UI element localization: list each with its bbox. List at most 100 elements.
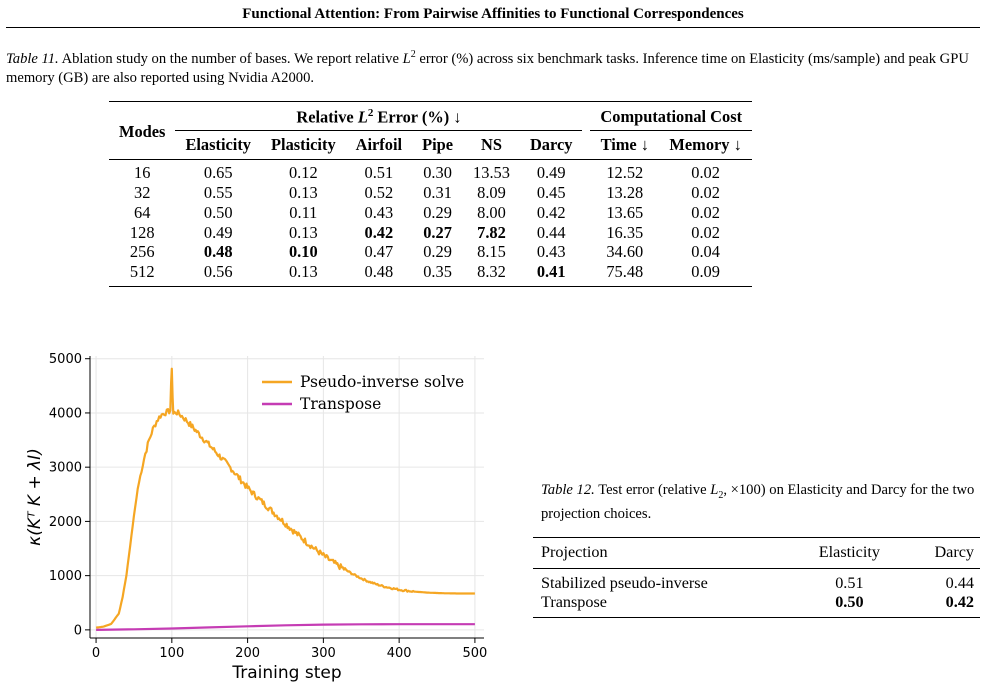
table-cell: 13.65 (606, 202, 644, 222)
x-tick-label: 100 (159, 646, 184, 661)
column-header: Darcy (529, 135, 573, 155)
table-cell: 0.29 (423, 242, 452, 262)
table-cell: 0.12 (261, 159, 346, 184)
modes-cell: 16 (109, 159, 176, 184)
modes-cell: 32 (134, 183, 151, 203)
table-row: 32 0.55 0.13 0.52 0.31 8.09 0.45 13.28 0.02 (109, 183, 752, 203)
darcy-value: 0.44 (945, 574, 974, 592)
table-cell: 0.55 (203, 183, 233, 203)
y-tick-label: 0 (74, 623, 82, 638)
running-head: Functional Attention: From Pairwise Affi… (242, 6, 744, 22)
y-tick-label: 4000 (49, 406, 82, 421)
table-cell: 8.09 (477, 183, 506, 203)
table-cell: 0.49 (519, 159, 583, 184)
table-row: 512 0.56 0.13 0.48 0.35 8.32 0.41 75.48 0.09 (109, 261, 753, 287)
table-cell: 0.50 (203, 202, 233, 222)
table11-caption-text-b: error (%) across six benchmark tasks. In… (6, 50, 969, 86)
table-row: 16 0.65 0.12 0.51 0.30 13.53 0.49 12.52 0.02 (109, 159, 753, 184)
modes-cell: 512 (109, 261, 176, 287)
table-cell: 13.53 (463, 159, 520, 184)
table11-caption-math: L (402, 50, 411, 67)
modes-cell: 256 (129, 242, 155, 262)
header-elasticity: Elasticity (794, 537, 903, 569)
table-cell: 0.11 (289, 202, 318, 222)
ablation-table: Modes Relative L2 Error (%) ↓ Computatio… (109, 100, 753, 287)
table-cell: 0.43 (536, 242, 566, 262)
table-cell: 0.49 (203, 222, 233, 242)
modes-header: Modes (109, 100, 176, 160)
table-cell: 16.35 (606, 222, 644, 242)
table-cell: 0.02 (659, 159, 753, 184)
projection-table: Projection Elasticity Darcy Stabilized p… (533, 537, 980, 618)
series-line-transpose (96, 623, 475, 631)
x-axis-label: Training step (231, 663, 341, 683)
table-cell: 0.45 (536, 183, 566, 203)
column-header: Memory ↓ (669, 135, 742, 155)
series-line-pseudo-inverse (95, 367, 475, 629)
table-row: 128 0.49 0.13 0.42 0.27 7.82 0.44 16.35 0.02 (109, 223, 752, 243)
projection-row-pseudo-inverse: Stabilized pseudo-inverse 0.51 0.44 (533, 569, 980, 594)
cost-group-header: Computational Cost (590, 100, 753, 132)
table-cell: 0.31 (423, 183, 452, 203)
table11-caption: Table 11. Ablation study on the number o… (6, 45, 980, 88)
legend-label: Transpose (300, 395, 381, 413)
table-cell: 0.13 (261, 261, 346, 287)
table12-caption: Table 12. Test error (relative L2, ×100)… (541, 481, 981, 524)
table-cell: 0.02 (691, 202, 720, 222)
table-cell: 0.47 (364, 242, 394, 262)
y-tick-label: 1000 (49, 569, 82, 584)
table-cell: 13.28 (606, 183, 644, 203)
table-cell: 8.32 (463, 261, 520, 287)
header-darcy: Darcy (902, 537, 980, 569)
table-cell: 0.41 (519, 261, 583, 287)
x-tick-label: 200 (235, 646, 260, 661)
table-cell: 0.30 (412, 159, 464, 184)
column-header: Time ↓ (600, 135, 650, 155)
table-cell: 0.35 (412, 261, 464, 287)
legend-label: Pseudo-inverse solve (300, 373, 464, 391)
table-cell: 0.42 (364, 222, 394, 242)
table11-caption-text-a: Ablation study on the number of bases. W… (61, 50, 403, 67)
table-cell: 0.13 (288, 183, 318, 203)
table-cell: 0.51 (345, 159, 413, 184)
table-cell: 34.60 (606, 242, 644, 262)
modes-cell: 128 (129, 222, 155, 242)
table11-caption-sup: 2 (410, 49, 416, 60)
table11-label: Table 11. (6, 50, 59, 67)
table12-label: Table 12. (541, 482, 595, 498)
projection-name: Transpose (533, 593, 795, 618)
header-rule (6, 27, 980, 28)
x-tick-label: 300 (311, 646, 336, 661)
error-group-header: Relative L2 Error (%) ↓ (175, 100, 583, 132)
column-header: Plasticity (271, 135, 336, 155)
elasticity-value: 0.51 (835, 574, 864, 592)
table12-caption-sub: 2 (718, 489, 724, 501)
table-row: 256 0.48 0.10 0.47 0.29 8.15 0.43 34.60 0.04 (109, 242, 752, 262)
y-tick-label: 5000 (49, 352, 82, 367)
column-header-row: Elasticity Plasticity Airfoil Pipe NS Darcy Ti… (109, 131, 752, 160)
darcy-value: 0.42 (902, 593, 980, 618)
header-projection: Projection (533, 537, 795, 569)
x-tick-label: 0 (92, 646, 100, 661)
table12-caption-text-b: , ×100) on Elasticity and Darcy for the … (541, 482, 975, 522)
table-cell: 0.10 (288, 242, 318, 262)
table-cell: 0.48 (203, 242, 233, 262)
column-header: Pipe (422, 135, 454, 155)
x-tick-label: 500 (462, 646, 487, 661)
column-header: NS (481, 135, 502, 155)
elasticity-value: 0.50 (794, 593, 903, 618)
modes-cell: 64 (134, 202, 151, 222)
table-cell: 0.43 (364, 202, 394, 222)
x-tick-label: 400 (387, 646, 412, 661)
table-cell: 8.00 (477, 202, 506, 222)
table-cell: 0.04 (691, 242, 720, 262)
projection-table-header: Projection Elasticity Darcy (533, 537, 980, 569)
table-cell: 75.48 (590, 261, 660, 287)
y-axis-label: κ(Kᵀ K + λI) (25, 448, 45, 546)
condition-number-chart: 0 100 200 300 400 500010002000300040005000Tra… (25, 352, 487, 683)
table-cell: 0.13 (288, 222, 318, 242)
table12-caption-text-a: Test error (relative (598, 482, 711, 498)
y-tick-label: 2000 (49, 515, 82, 530)
table-cell: 0.65 (175, 159, 261, 184)
table-cell: 0.52 (364, 183, 394, 203)
